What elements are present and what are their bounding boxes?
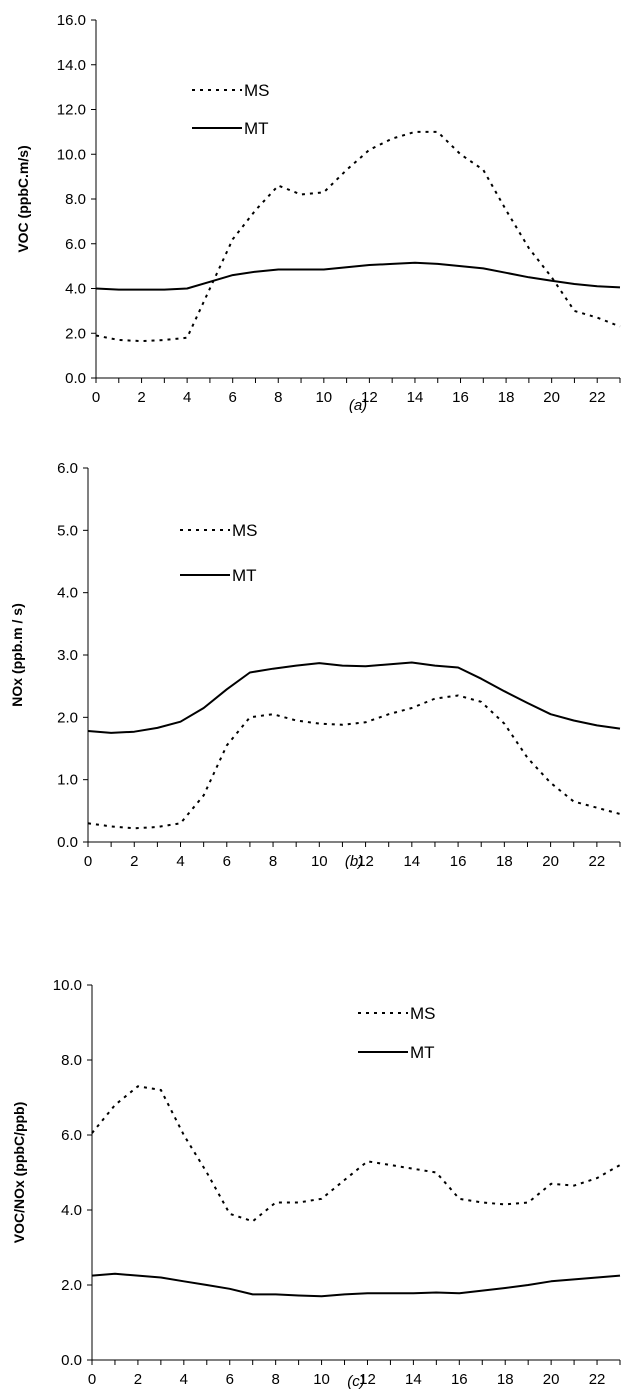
legend-label-mt: MT [232,566,257,585]
legend-label-mt: MT [410,1043,435,1062]
y-axis-label: NOx (ppb.m / s) [9,603,25,706]
panel-c: 0.0 2.0 4.0 6.0 8.0 10.0 0 2 4 6 8 10 12 14 16 18 20 22 VO… [11,977,621,1390]
x-tick-label: 2 [137,389,145,406]
y-tick-label: 4.0 [57,585,78,602]
y-tick-label: 0.0 [65,370,86,387]
panel-caption: (a) [349,397,367,414]
legend-label-ms: MS [232,521,258,540]
x-tick-label: 20 [543,389,560,406]
panel-a: 0.0 2.0 4.0 6.0 8.0 10.0 12.0 14.0 16.0 0 2 4 6 8 10 12… [15,12,621,414]
y-axis-label: VOC (ppbC.m/s) [15,145,31,252]
y-tick-label: 5.0 [57,522,78,539]
y-tick-label: 1.0 [57,772,78,789]
x-tick-label: 16 [450,853,467,870]
y-tick-label: 0.0 [57,834,78,851]
y-tick-label: 12.0 [57,102,86,119]
x-tick-label: 20 [543,1371,560,1388]
y-tick-label: 3.0 [57,647,78,664]
x-tick-label: 2 [130,853,138,870]
y-tick-label: 10.0 [57,146,86,163]
x-tick-label: 10 [315,389,332,406]
series-line-ms [95,130,621,343]
legend: MS MT [180,521,258,585]
legend-label-ms: MS [244,81,270,100]
x-tick-label: 18 [498,389,515,406]
x-tick-label: 10 [313,1371,330,1388]
x-tick-label: 8 [274,389,282,406]
y-tick-label: 4.0 [65,281,86,298]
x-tick-label: 12 [357,853,374,870]
x-tick-label: 14 [407,389,424,406]
x-tick-label: 12 [359,1371,376,1388]
legend-label-ms: MS [410,1004,436,1023]
y-tick-label: 14.0 [57,57,86,74]
y-tick-label: 8.0 [61,1052,82,1069]
panel-caption: (c) [347,1373,365,1390]
y-axis-label: VOC/NOx (ppbC/ppb) [11,1102,27,1244]
panel-caption: (b) [345,853,363,870]
x-tick-label: 6 [226,1371,234,1388]
x-tick-label: 12 [361,389,378,406]
panel-b: 0.0 1.0 2.0 3.0 4.0 5.0 6.0 0 2 4 6 8 10 12 14 16 18 20 22… [9,460,621,870]
series-line-mt [91,1272,621,1298]
x-tick-label: 14 [405,1371,422,1388]
y-tick-label: 2.0 [65,325,86,342]
x-tick-label: 4 [183,389,191,406]
x-tick-label: 14 [403,853,420,870]
series-line-mt [95,261,621,291]
y-tick-label: 8.0 [65,191,86,208]
y-tick-label: 16.0 [57,12,86,29]
x-tick-label: 6 [229,389,237,406]
y-tick-label: 4.0 [61,1202,82,1219]
y-tick-label: 6.0 [61,1127,82,1144]
x-tick-label: 0 [92,389,100,406]
series-line-ms [87,694,621,830]
y-tick-label: 0.0 [61,1352,82,1369]
x-tick-label: 10 [311,853,328,870]
x-tick-label: 18 [496,853,513,870]
series-line-ms [91,1085,621,1223]
series-line-mt [87,661,621,734]
x-tick-label: 8 [271,1371,279,1388]
y-tick-label: 2.0 [57,709,78,726]
x-tick-label: 0 [84,853,92,870]
x-tick-label: 22 [589,853,606,870]
x-tick-label: 4 [176,853,184,870]
x-tick-label: 16 [451,1371,468,1388]
x-tick-label: 2 [134,1371,142,1388]
y-tick-label: 6.0 [57,460,78,477]
x-tick-label: 0 [88,1371,96,1388]
legend-label-mt: MT [244,119,269,138]
x-tick-label: 18 [497,1371,514,1388]
x-tick-label: 20 [542,853,559,870]
y-tick-label: 10.0 [53,977,82,994]
legend: MS MT [358,1004,436,1062]
x-tick-label: 16 [452,389,469,406]
y-tick-label: 2.0 [61,1277,82,1294]
x-tick-label: 22 [589,389,606,406]
x-tick-label: 6 [223,853,231,870]
x-tick-label: 22 [589,1371,606,1388]
x-tick-label: 4 [180,1371,188,1388]
x-tick-label: 8 [269,853,277,870]
legend: MS MT [192,81,270,138]
y-tick-label: 6.0 [65,236,86,253]
